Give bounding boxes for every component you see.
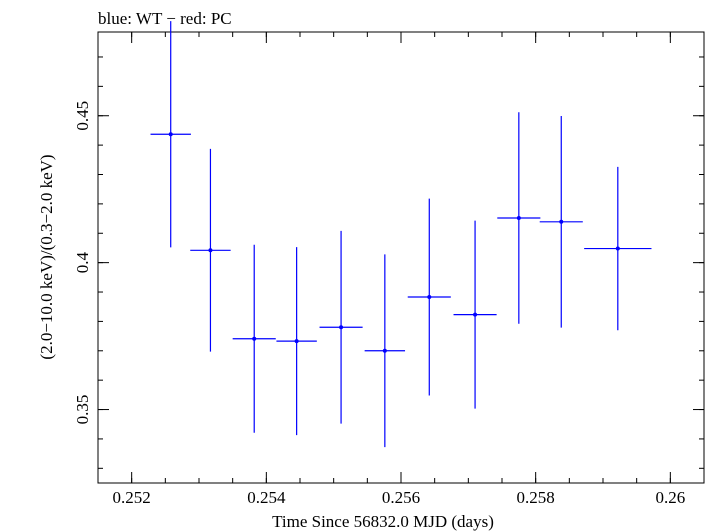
- y-axis-label: (2.0−10.0 keV)/(0.3−2.0 keV): [37, 154, 56, 359]
- x-axis-label: Time Since 56832.0 MJD (days): [272, 512, 494, 531]
- point-marker: [339, 325, 344, 330]
- x-tick-label: 0.258: [517, 488, 555, 507]
- point-marker: [559, 219, 564, 224]
- point-marker: [615, 246, 620, 251]
- point-marker: [168, 132, 173, 137]
- data-point: [407, 198, 451, 396]
- chart-title: blue: WT − red: PC: [98, 9, 232, 28]
- x-axis: 0.252 0.254 0.256 0.258 0.26: [97, 32, 705, 507]
- y-axis: 0.35 0.4 0.45: [73, 56, 704, 469]
- data-point: [497, 112, 541, 324]
- y-tick-label: 0.35: [73, 395, 92, 425]
- x-tick-label: 0.26: [655, 488, 685, 507]
- data-point: [364, 254, 406, 448]
- data-series: [150, 21, 652, 448]
- point-marker: [427, 295, 432, 300]
- y-tick-label: 0.4: [73, 252, 92, 274]
- data-point: [319, 230, 363, 424]
- data-point: [232, 244, 276, 433]
- point-marker: [294, 339, 299, 344]
- x-tick-label: 0.254: [247, 488, 286, 507]
- point-marker: [382, 348, 387, 353]
- data-point: [276, 247, 317, 436]
- point-marker: [473, 312, 478, 317]
- data-point: [584, 166, 652, 331]
- data-point: [190, 148, 231, 352]
- y-tick-label: 0.45: [73, 101, 92, 131]
- data-point: [453, 220, 497, 409]
- point-marker: [252, 336, 257, 341]
- data-point: [150, 21, 191, 248]
- data-point: [539, 116, 583, 328]
- x-tick-label: 0.252: [113, 488, 151, 507]
- point-marker: [208, 248, 213, 253]
- plot-frame: [97, 31, 705, 484]
- point-marker: [516, 215, 521, 220]
- x-tick-label: 0.256: [382, 488, 420, 507]
